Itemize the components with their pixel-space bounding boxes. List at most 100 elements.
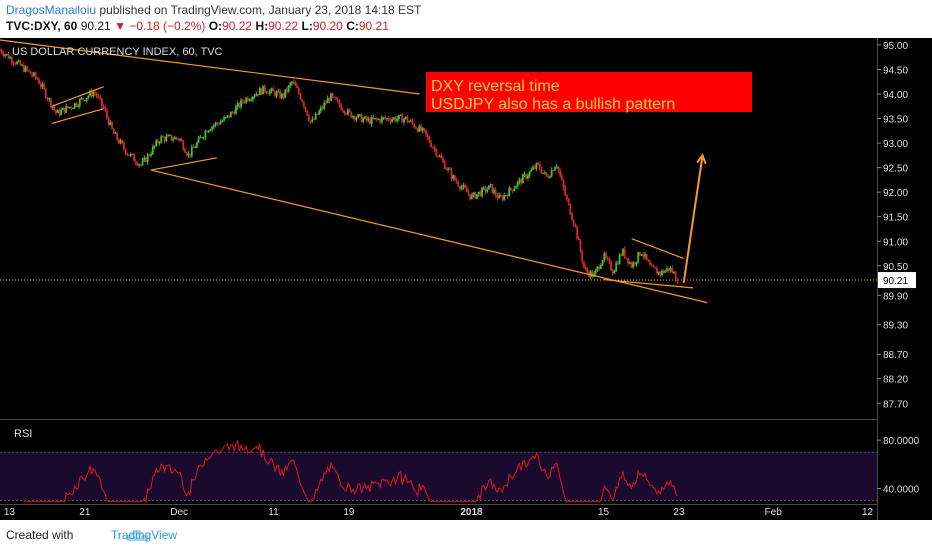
candle-body bbox=[39, 83, 42, 87]
candle-body bbox=[566, 195, 568, 200]
candle-body bbox=[0, 49, 1, 51]
candle-body bbox=[355, 117, 358, 120]
candle-body bbox=[391, 119, 394, 122]
candle-body bbox=[131, 153, 134, 155]
time-tick-label: 23 bbox=[673, 507, 685, 518]
candle-body bbox=[190, 146, 193, 156]
candle-body bbox=[608, 259, 611, 262]
candle-body bbox=[392, 117, 395, 120]
candle-body bbox=[586, 269, 589, 273]
candle-body bbox=[238, 103, 241, 108]
open-value: 90.22 bbox=[222, 19, 253, 33]
candle-body bbox=[513, 188, 516, 191]
candle-body bbox=[358, 114, 361, 116]
candle-body bbox=[139, 164, 142, 166]
time-tick-label: 13 bbox=[4, 507, 16, 518]
candle-body bbox=[328, 98, 331, 101]
candle-body bbox=[479, 191, 482, 197]
candle-body bbox=[404, 116, 407, 119]
candle-body bbox=[182, 141, 185, 150]
candle-body bbox=[443, 161, 446, 169]
candle-body bbox=[620, 254, 623, 256]
candle-body bbox=[491, 184, 494, 193]
candle-body bbox=[437, 155, 439, 157]
candle-body bbox=[532, 167, 534, 170]
candle-body bbox=[204, 131, 207, 138]
price-tick-label: 94.50 bbox=[883, 65, 908, 76]
candle-body bbox=[146, 154, 149, 162]
candle-body bbox=[596, 266, 599, 270]
candle-body bbox=[233, 112, 236, 115]
candle-body bbox=[202, 137, 205, 139]
candle-body bbox=[657, 271, 660, 274]
candle-body bbox=[207, 130, 210, 133]
candle-body bbox=[284, 89, 287, 98]
price-tick-label: 92.50 bbox=[883, 164, 908, 175]
rsi-pane[interactable] bbox=[0, 439, 877, 504]
candle-body bbox=[212, 125, 215, 127]
author-link[interactable]: DragosManailoiu bbox=[6, 3, 97, 17]
candle-body bbox=[211, 126, 214, 130]
candle-body bbox=[224, 117, 227, 119]
candle-body bbox=[167, 135, 169, 137]
candle-body bbox=[173, 137, 176, 140]
candle-body bbox=[654, 267, 657, 269]
candle-body bbox=[459, 186, 461, 189]
candle-body bbox=[252, 96, 254, 100]
candle-body bbox=[472, 192, 475, 195]
candle-body bbox=[652, 265, 655, 268]
candle-body bbox=[267, 93, 270, 95]
candle-body bbox=[279, 91, 281, 98]
axes: 95.00 94.50 94.00 93.50 93.00 92.50 92.00 91.50… bbox=[0, 38, 920, 520]
footer: Created with TradingView bbox=[0, 520, 932, 550]
candle-body bbox=[338, 100, 341, 106]
candle-body bbox=[296, 85, 298, 89]
down-arrow-icon: ▼ bbox=[114, 19, 126, 33]
candle-body bbox=[504, 195, 507, 197]
candle-body bbox=[601, 260, 604, 266]
candle-body bbox=[263, 85, 266, 92]
candle-body bbox=[2, 53, 5, 56]
candle-body bbox=[372, 117, 375, 119]
candle-body bbox=[282, 93, 285, 98]
candle-body bbox=[521, 174, 524, 184]
candle-body bbox=[17, 60, 20, 62]
candle-body bbox=[598, 266, 601, 269]
candle-body bbox=[102, 105, 105, 108]
candle-body bbox=[85, 98, 88, 101]
candle-body bbox=[481, 187, 483, 197]
chart-title: US DOLLAR CURRENCY INDEX, 60, TVC bbox=[12, 46, 223, 58]
candle-body bbox=[487, 185, 490, 190]
candle-body bbox=[94, 92, 96, 94]
candle-body bbox=[314, 113, 317, 120]
ohlc-line: TVC:DXY, 60 90.21 ▼ −0.18 (−0.2%) O:90.2… bbox=[6, 19, 389, 33]
candle-body bbox=[228, 115, 231, 118]
candle-body bbox=[659, 271, 662, 275]
candle-body bbox=[175, 137, 178, 139]
candle-body bbox=[241, 100, 244, 103]
candle-body bbox=[564, 187, 567, 196]
tradingview-brand[interactable]: TradingView bbox=[111, 528, 178, 542]
candle-body bbox=[246, 97, 249, 101]
candle-body bbox=[574, 224, 577, 227]
candle-body bbox=[579, 239, 582, 252]
trendline bbox=[51, 86, 104, 107]
candle-body bbox=[421, 128, 424, 131]
candle-body bbox=[201, 137, 203, 139]
candle-body bbox=[426, 134, 429, 138]
candle-body bbox=[162, 136, 164, 138]
candle-body bbox=[403, 118, 405, 123]
candle-body bbox=[325, 102, 327, 104]
candle-body bbox=[503, 195, 506, 200]
candle-body bbox=[605, 253, 607, 258]
candle-body bbox=[156, 140, 159, 143]
candle-body bbox=[538, 163, 541, 170]
candle-body bbox=[644, 254, 646, 257]
candle-body bbox=[516, 181, 519, 187]
candle-body bbox=[100, 98, 103, 106]
candle-body bbox=[384, 117, 387, 119]
candle-body bbox=[184, 149, 186, 153]
candle-body bbox=[46, 97, 49, 100]
